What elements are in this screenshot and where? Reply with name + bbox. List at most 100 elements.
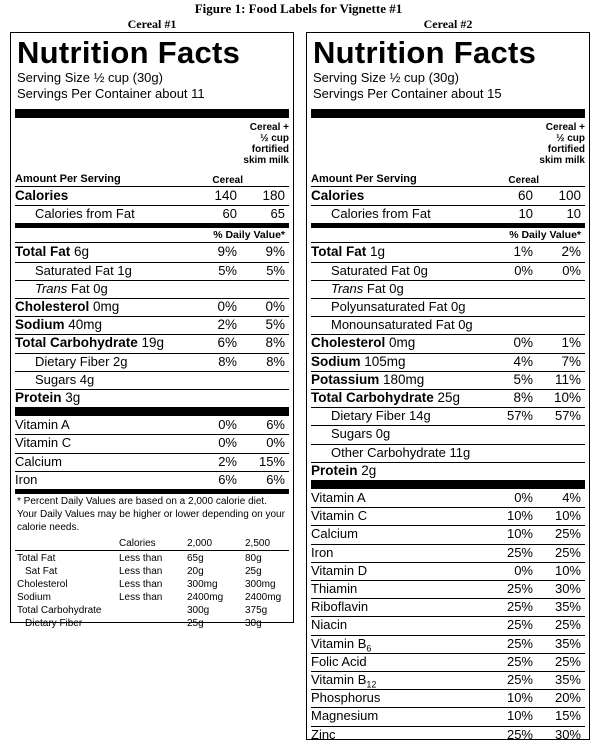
divider	[311, 480, 585, 489]
nutrient-row-text: Total Fat	[311, 244, 367, 260]
nutrient-row-cereal-value: 1%	[513, 244, 533, 260]
vitamin-row-label: Vitamin A	[311, 489, 366, 507]
nutrient-row-text: Monounsaturated Fat 0g	[331, 317, 473, 333]
nutrient-row-label: Saturated Fat 1g	[15, 262, 132, 280]
nutrient-row-label: Sodium 40mg	[15, 316, 102, 334]
vitamin-row: Iron 25% 25%	[311, 544, 585, 562]
divider	[311, 725, 585, 727]
vitamin-row-label: Phosphorus	[311, 689, 380, 707]
nutrition-facts-heading: Nutrition Facts	[17, 35, 241, 70]
nutrient-row-label: Total Carbohydrate 25g	[311, 389, 460, 407]
nutrient-row-text: Cholesterol	[311, 335, 386, 351]
vitamin-row-milk-value: 35%	[554, 635, 581, 651]
footnote-table-row: Sat Fat Less than 20g 25g	[11, 565, 293, 578]
vitamin-row-cereal-value: 25%	[506, 653, 533, 669]
vitamin-row: Calcium 10% 25%	[311, 525, 585, 543]
vitamin-row-cereal-value: 6%	[218, 471, 237, 487]
nutrient-row-milk-value: 0%	[562, 262, 581, 278]
thick-divider	[311, 109, 585, 118]
vitamin-row-milk-value: 30%	[554, 581, 581, 596]
vitamin-row: Folic Acid 25% 25%	[311, 653, 585, 671]
vitamin-row: Phosphorus 10% 20%	[311, 689, 585, 707]
vitamin-row: Zinc 25% 30%	[311, 726, 585, 744]
nutrient-row: Cholesterol 0mg 0% 1%	[311, 334, 585, 352]
nutrient-row-cereal-value: 0%	[514, 262, 533, 278]
calories-fat-row-cereal-value: 60	[222, 206, 237, 222]
divider	[311, 707, 585, 709]
nutrient-row-text: Cholesterol	[15, 299, 90, 314]
vitamin-row-text: Vitamin C	[311, 508, 368, 524]
footnote-table-cell: 25g	[245, 566, 262, 577]
vitamin-row-milk-value: 35%	[554, 672, 581, 687]
divider	[311, 443, 585, 445]
footnote-table-cell: Less than	[119, 592, 163, 603]
nutrient-row: Other Carbohydrate 11g	[311, 444, 585, 462]
nutrient-row-text: Trans	[35, 280, 68, 296]
nutrient-row-cereal-value: 2%	[217, 317, 237, 333]
nutrient-row-text: Sugars 0g	[331, 426, 391, 442]
calories-row-milk-value: 100	[558, 188, 581, 203]
nutrient-row-milk-value: 5%	[266, 262, 285, 278]
footnote-table-cell: Less than	[119, 579, 163, 590]
footnote-table-row: Total Carbohydrate 300g 375g	[11, 604, 293, 617]
serving-size: Serving Size ½ cup (30g)	[313, 70, 459, 85]
vitamin-row-cereal-value: 25%	[506, 599, 533, 615]
nutrient-row: Potassium 180mg 5% 11%	[311, 371, 585, 389]
divider	[311, 242, 585, 244]
divider	[15, 470, 289, 472]
footnote-table-cell: Less than	[119, 566, 163, 577]
nutrient-row-milk-value: 57%	[554, 408, 581, 424]
nutrient-row: Trans Fat 0g	[311, 280, 585, 298]
vitamin-row-text: Niacin	[311, 617, 348, 633]
vitamin-row-label: Calcium	[15, 453, 62, 471]
footnote-table-cell: Sodium	[17, 592, 51, 603]
footnote-table-cell: 2400mg	[245, 592, 282, 603]
nutrient-row-label: Monounsaturated Fat 0g	[311, 316, 473, 334]
footnote-table-row: Total Fat Less than 65g 80g	[11, 552, 293, 565]
nutrient-row: Total Carbohydrate 25g 8% 10%	[311, 389, 585, 407]
divider	[311, 261, 585, 263]
nutrient-row-text: Protein	[15, 390, 62, 405]
vitamin-row: Calcium 2% 15%	[15, 453, 289, 471]
nutrient-row: Sugars 0g	[311, 425, 585, 443]
vitamin-row-text: Vitamin C	[15, 435, 72, 451]
vitamin-row-label: Iron	[15, 471, 37, 489]
divider	[311, 689, 585, 691]
footnote: * Percent Daily Values are based on a 2,…	[17, 496, 285, 533]
calories-row: Calories 140 180	[15, 187, 289, 205]
vitamin-row-label: Vitamin D	[311, 562, 367, 580]
nutrient-row-milk-value: 1%	[561, 335, 581, 351]
footnote-table-cell: Total Fat	[17, 553, 56, 564]
calories-fat-row-milk-value: 10	[566, 206, 581, 222]
nutrient-row-label: Dietary Fiber 14g	[311, 407, 431, 425]
divider	[311, 580, 585, 581]
vitamin-row-text: Phosphorus	[311, 690, 381, 706]
col-head-cereal-milk: Cereal + ½ cup fortified skim milk	[243, 122, 289, 166]
vitamin-row-milk-value: 25%	[554, 617, 581, 633]
divider	[15, 489, 289, 494]
vitamin-row-text: Iron	[311, 544, 334, 560]
divider	[311, 205, 585, 207]
vitamin-row-milk-value: 4%	[562, 490, 581, 505]
divider	[311, 223, 585, 229]
vitamin-row-label: Niacin	[311, 616, 347, 634]
vitamin-row-milk-value: 6%	[266, 417, 285, 433]
footnote-table-cell: 30g	[245, 618, 262, 629]
footnote-table-cell: Cholesterol	[17, 579, 68, 590]
nutrient-row-milk-value: 7%	[561, 353, 581, 369]
footnote-table-cell: Sat Fat	[25, 566, 58, 577]
nutrient-row: Sugars 4g	[15, 371, 289, 389]
vitamin-row-cereal-value: 25%	[506, 581, 533, 596]
serving-size: Serving Size ½ cup (30g)	[17, 70, 163, 85]
footnote-table-cell: 300g	[187, 605, 210, 616]
nutrient-row-label: Total Fat 6g	[15, 243, 89, 261]
calories-row-cereal-value: 140	[214, 188, 237, 203]
nutrient-row-cereal-value: 57%	[506, 408, 533, 424]
vitamin-row-milk-value: 25%	[554, 653, 581, 669]
nutrient-row-label: Trans Fat 0g	[15, 280, 108, 298]
nutrient-row-text: 0mg	[385, 335, 416, 351]
nutrient-row-cereal-value: 5%	[218, 262, 237, 278]
vitamin-row-cereal-value: 25%	[506, 726, 533, 742]
nutrient-row-text: 40mg	[64, 317, 103, 333]
divider	[15, 205, 289, 207]
